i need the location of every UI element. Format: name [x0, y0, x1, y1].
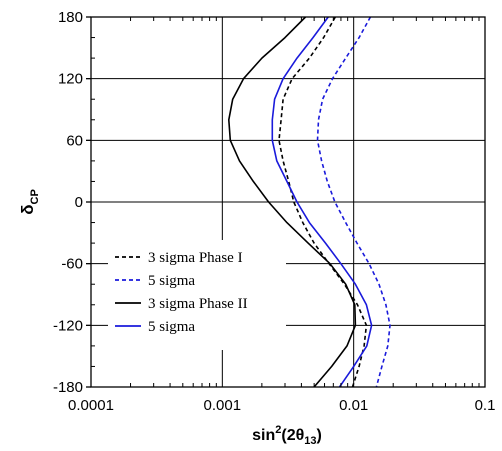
- y-tick-label: -120: [53, 317, 83, 334]
- y-axis-title: δCP: [18, 189, 41, 215]
- y-tick-label: 120: [58, 71, 83, 88]
- legend-label-4: 5 sigma: [148, 319, 195, 335]
- y-tick-label: -60: [61, 256, 83, 273]
- series-group: [228, 16, 391, 388]
- series-line-4: [271, 16, 373, 388]
- x-tick-label: 0.001: [204, 397, 242, 414]
- ticks: [86, 16, 480, 388]
- y-tick-label: -180: [53, 379, 83, 396]
- series-line-3: [228, 16, 357, 388]
- x-tick-label: 0.0001: [68, 397, 114, 414]
- legend: 3 sigma Phase I 5 sigma 3 sigma Phase II 5 …: [108, 240, 286, 350]
- x-tick-label: 0.1: [475, 397, 496, 414]
- x-axis-title: sin2(2θ13): [252, 424, 322, 447]
- series-line-1: [278, 16, 368, 388]
- legend-label-3: 3 sigma Phase II: [148, 296, 248, 312]
- legend-background: [108, 240, 286, 350]
- series-line-2: [316, 16, 391, 388]
- legend-label-2: 5 sigma: [148, 273, 195, 289]
- legend-label-1: 3 sigma Phase I: [148, 250, 243, 266]
- y-tick-label: 60: [66, 132, 83, 149]
- y-tick-label: 180: [58, 9, 83, 26]
- x-tick-label: 0.01: [339, 397, 368, 414]
- y-tick-label: 0: [75, 194, 83, 211]
